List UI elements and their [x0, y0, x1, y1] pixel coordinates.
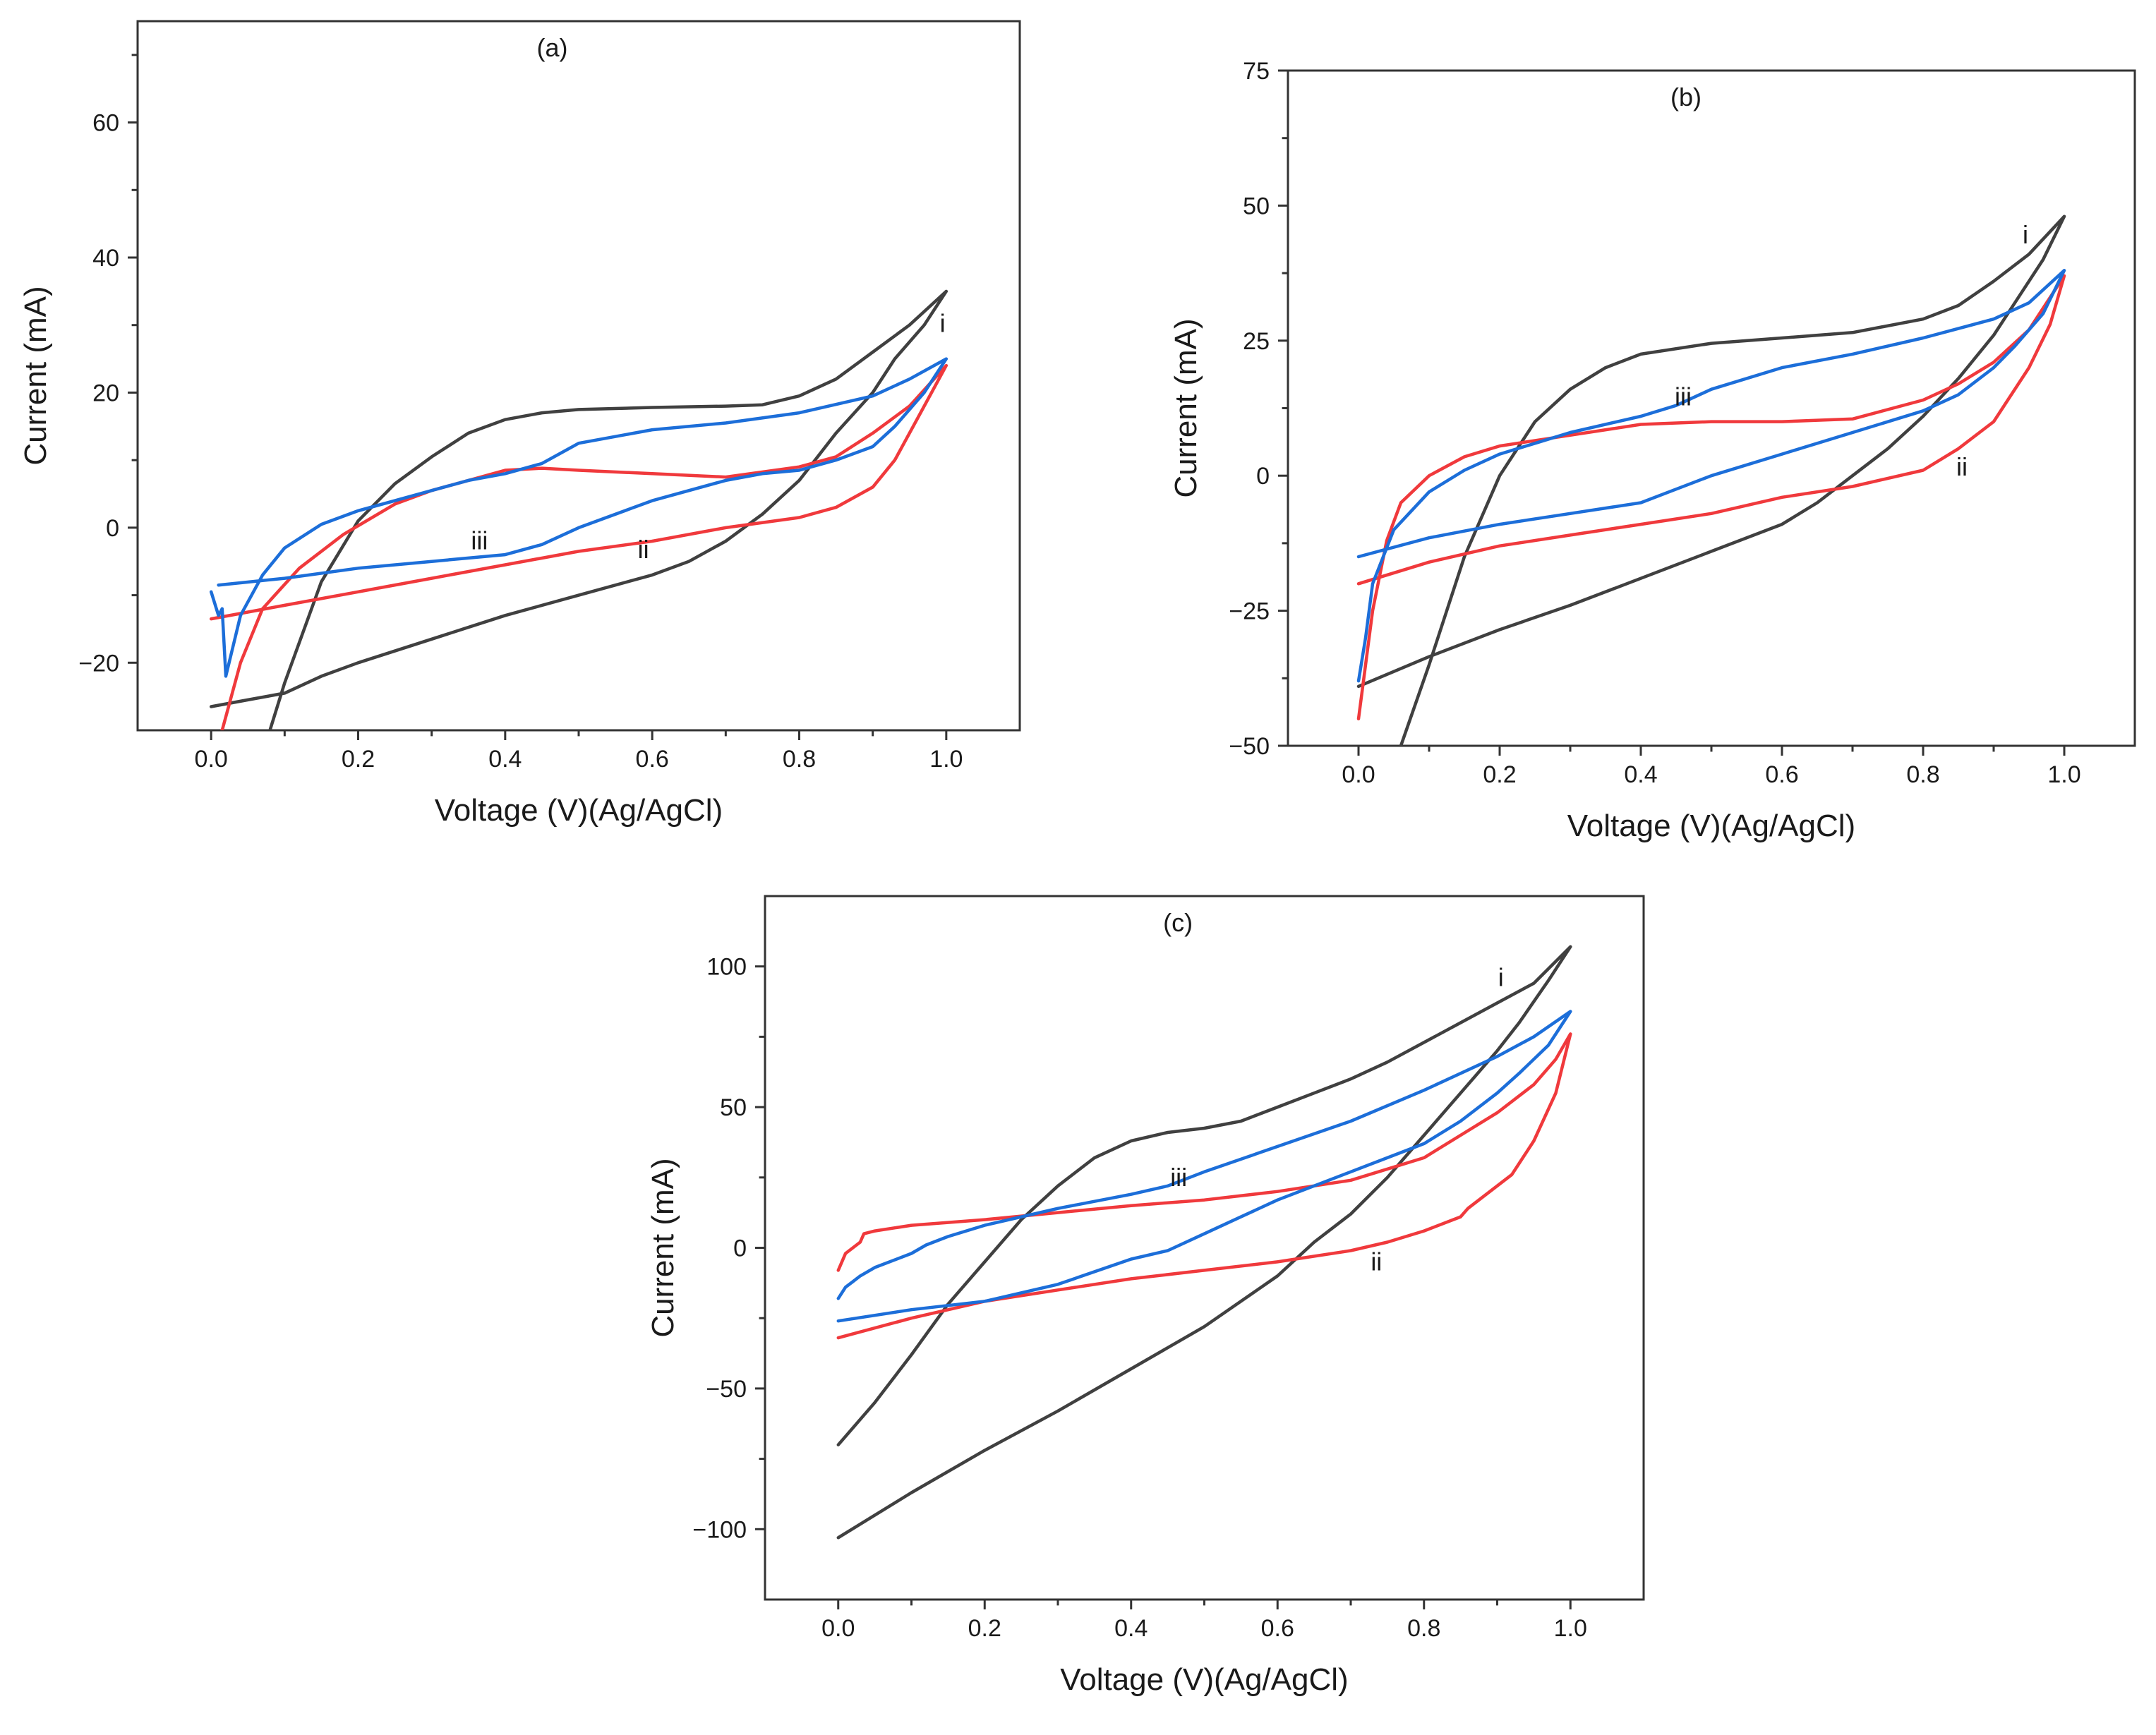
curve-label-iii: iii: [1170, 1163, 1187, 1192]
series-i-line: [1356, 214, 2066, 746]
curve-label-ii: ii: [638, 535, 649, 564]
y-tick-label: 100: [706, 954, 747, 981]
y-axis-title: Current (mA): [18, 286, 53, 465]
plot-frame: [1287, 69, 2136, 747]
y-axis-title: Current (mA): [646, 1158, 680, 1337]
x-tick-label: 0.6: [1765, 761, 1798, 788]
series-iii-line: [1356, 269, 2066, 683]
curve-label-ii: ii: [1371, 1247, 1382, 1276]
y-tick-label: −20: [78, 650, 119, 677]
plot-frame: [136, 20, 1021, 732]
series-group: [836, 945, 1572, 1540]
x-tick-label: 0.8: [783, 746, 816, 773]
x-tick-label: 0.6: [1261, 1615, 1294, 1642]
curve-label-ii: ii: [1956, 452, 1968, 481]
x-tick-label: 0.8: [1407, 1615, 1440, 1642]
y-tick-label: 50: [720, 1094, 747, 1121]
curve-label-i: i: [1498, 963, 1504, 992]
y-tick-label: 0: [733, 1235, 747, 1262]
chart-panel-b: 0.0 0.2 0.4 0.6 0.8 1.0 −50 −25 0 25 50 75 Voltage (…: [1169, 58, 2136, 843]
series-iii-line: [836, 1010, 1572, 1323]
y-axis-title: Current (mA): [1169, 318, 1203, 497]
x-tick-label: 0.4: [1624, 761, 1657, 788]
y-tick-label: 20: [92, 380, 119, 406]
x-tick-label: 0.0: [821, 1615, 855, 1642]
x-tick-label: 0.2: [968, 1615, 1001, 1642]
series-ii-line: [209, 363, 948, 730]
x-tick-label: 0.2: [342, 746, 375, 773]
curve-label-i: i: [940, 308, 946, 337]
series-i-line: [836, 945, 1572, 1540]
y-tick-label: 0: [1256, 463, 1270, 490]
x-tick-label: 0.4: [1114, 1615, 1148, 1642]
panel-label: (c): [1163, 908, 1193, 937]
series-ii-line: [1356, 274, 2066, 720]
y-tick-label: 75: [1243, 58, 1270, 85]
x-tick-label: 1.0: [2047, 761, 2080, 788]
x-tick-label: 0.8: [1906, 761, 1939, 788]
y-tick-label: −50: [1229, 733, 1270, 760]
chart-panel-a: 0.0 0.2 0.4 0.6 0.8 1.0 −20 0 20 40 60 Voltage (V)(…: [18, 20, 1021, 828]
x-tick-label: 0.2: [1483, 761, 1516, 788]
y-tick-label: 60: [92, 110, 119, 137]
curve-label-iii: iii: [1675, 382, 1692, 411]
y-tick-label: −100: [692, 1516, 747, 1543]
x-tick-label: 0.0: [1342, 761, 1375, 788]
y-tick-label: 50: [1243, 193, 1270, 219]
x-axis-title: Voltage (V)(Ag/AgCl): [1060, 1662, 1348, 1697]
curve-label-i: i: [2023, 220, 2028, 249]
panel-label: (b): [1670, 83, 1702, 111]
x-axis-title: Voltage (V)(Ag/AgCl): [435, 793, 723, 828]
x-tick-label: 0.6: [636, 746, 669, 773]
series-iii-line: [209, 357, 948, 678]
x-tick-label: 0.4: [488, 746, 522, 773]
series-group: [209, 289, 948, 730]
y-tick-label: −25: [1229, 598, 1270, 625]
y-tick-label: 25: [1243, 328, 1270, 355]
series-ii-line: [836, 1032, 1572, 1340]
y-tick-label: 40: [92, 245, 119, 272]
y-tick-label: −50: [706, 1376, 747, 1403]
chart-panel-c: 0.0 0.2 0.4 0.6 0.8 1.0 −100 −50 0 50 100 Voltage (…: [646, 895, 1645, 1697]
series-group: [1356, 214, 2066, 746]
panel-label: (a): [537, 33, 568, 62]
x-axis-title: Voltage (V)(Ag/AgCl): [1567, 809, 1855, 843]
x-tick-label: 0.0: [195, 746, 228, 773]
plot-frame: [764, 895, 1645, 1601]
curve-label-iii: iii: [471, 526, 488, 555]
x-tick-label: 1.0: [929, 746, 963, 773]
y-tick-label: 0: [106, 515, 119, 542]
x-tick-label: 1.0: [1554, 1615, 1587, 1642]
series-i-line: [209, 289, 948, 730]
